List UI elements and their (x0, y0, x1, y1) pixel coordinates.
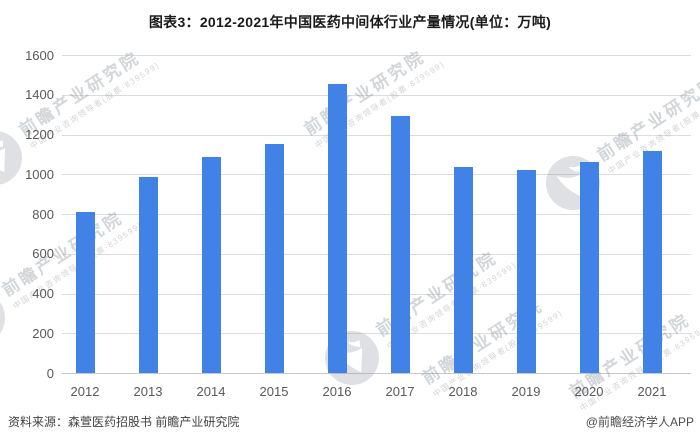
bar-2014 (201, 157, 221, 373)
bar-2020 (579, 162, 599, 373)
y-axis-label-800: 800 (32, 206, 54, 222)
chart-footer: 资料来源：森萱医药招股书 前瞻产业研究院 @前瞻经济学人APP (0, 410, 700, 436)
y-axis-label-200: 200 (32, 325, 54, 341)
bar-2017 (390, 115, 410, 373)
gridline-1600 (62, 55, 691, 56)
gridline-0 (62, 373, 691, 374)
chart-title: 图表3：2012-2021年中国医药中间体行业产量情况(单位：万吨) (148, 14, 552, 30)
bar-2021 (642, 151, 662, 373)
gridline-200 (62, 333, 691, 335)
bar-2013 (138, 177, 158, 373)
y-axis-label-400: 400 (32, 286, 54, 301)
bar-2012 (75, 212, 95, 373)
y-axis-label-600: 600 (32, 246, 54, 262)
gridline-600 (62, 253, 691, 255)
y-axis-label-0: 0 (46, 365, 54, 381)
x-axis-label-2016: 2016 (322, 384, 352, 399)
y-axis-label-1600: 1600 (25, 47, 54, 63)
bar-2016 (327, 83, 347, 373)
gridline-1400 (62, 94, 691, 96)
x-axis-label-2014: 2014 (196, 384, 226, 399)
gridline-1200 (62, 134, 691, 136)
bar-2018 (453, 167, 473, 373)
bar-2015 (264, 144, 284, 373)
x-axis-label-2017: 2017 (385, 384, 415, 399)
x-axis-label-2021: 2021 (637, 384, 667, 399)
x-axis-label-2015: 2015 (259, 384, 289, 399)
x-axis-label-2018: 2018 (448, 384, 478, 399)
x-axis-label-2013: 2013 (133, 384, 163, 399)
gridline-1000 (62, 174, 691, 176)
source-note: 资料来源：森萱医药招股书 前瞻产业研究院 (8, 415, 240, 429)
y-axis-label-1200: 1200 (25, 127, 54, 142)
y-axis-label-1000: 1000 (25, 166, 54, 182)
x-axis-label-2012: 2012 (70, 384, 100, 399)
y-axis-label-1400: 1400 (25, 87, 54, 103)
gridline-800 (62, 214, 691, 215)
credit-note: @前瞻经济学人APP (585, 415, 694, 429)
x-axis-label-2020: 2020 (574, 384, 604, 399)
gridline-400 (62, 293, 691, 295)
bar-2019 (516, 170, 536, 373)
x-axis-label-2019: 2019 (511, 384, 541, 399)
